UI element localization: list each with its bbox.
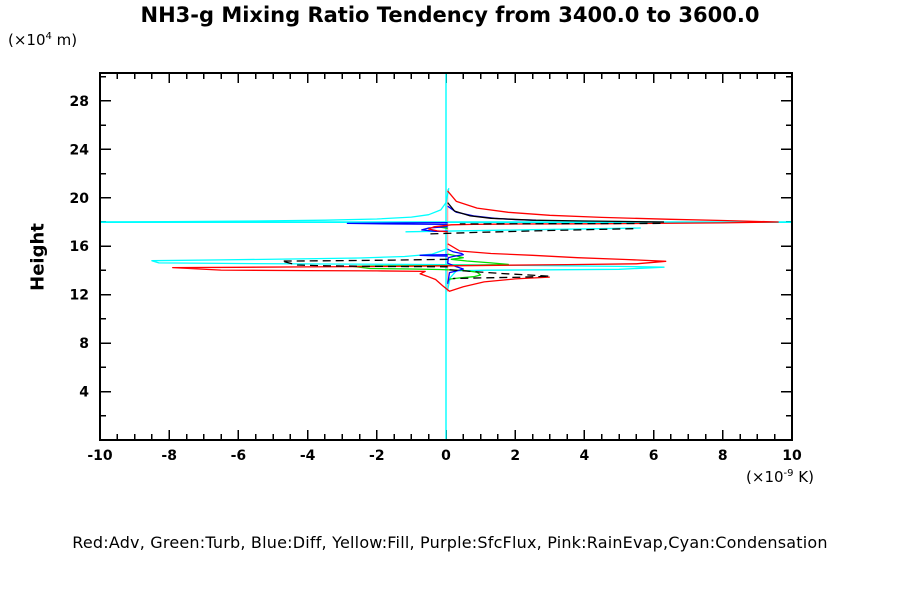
y-tick-label: 8 — [79, 336, 89, 352]
x-tick-label: -2 — [369, 448, 385, 464]
y-axis-unit-exponent: 4 — [45, 31, 52, 42]
y-axis-unit-suffix: m) — [51, 31, 78, 49]
y-tick-label: 4 — [79, 385, 89, 401]
x-axis-unit-exponent: -9 — [783, 468, 794, 479]
y-tick-label: 24 — [70, 142, 90, 158]
x-tick-label: -6 — [231, 448, 247, 464]
series-adv-lower — [172, 243, 667, 292]
x-axis-unit-suffix: K) — [793, 468, 814, 486]
y-axis-unit-prefix: (×10 — [8, 31, 46, 49]
x-tick-label: 0 — [441, 448, 451, 464]
x-tick-label: -4 — [300, 448, 316, 464]
x-tick-label: 10 — [782, 448, 802, 464]
series-diff-lower-left-spike — [419, 254, 448, 257]
x-tick-label: 4 — [580, 448, 590, 464]
plot-frame — [99, 72, 793, 441]
series-diff-lower — [447, 248, 464, 284]
series-net-total-lower-left — [280, 258, 448, 268]
y-tick-label: 20 — [70, 191, 90, 207]
y-axis-unit: (×104 m) — [8, 31, 77, 49]
y-tick-label: 16 — [70, 239, 89, 255]
series-net-total-mid — [430, 227, 637, 235]
y-tick-label: 12 — [70, 288, 89, 304]
x-tick-label: 2 — [510, 448, 520, 464]
x-tick-label: -8 — [161, 448, 177, 464]
x-tick-label: -10 — [87, 448, 113, 464]
x-tick-label: 6 — [649, 448, 659, 464]
chart-title: NH3-g Mixing Ratio Tendency from 3400.0 … — [140, 3, 760, 27]
x-axis-unit-prefix: (×10 — [746, 468, 784, 486]
x-tick-label: 8 — [718, 448, 728, 464]
series-diff-upper-left-spike — [346, 221, 448, 226]
series-adv-upper — [428, 190, 779, 233]
series-condensation-lower — [151, 247, 665, 290]
x-axis-unit: (×10-9 K) — [746, 468, 814, 486]
series-net-total-lower-right — [449, 269, 551, 280]
y-tick-label: 28 — [70, 94, 89, 110]
series-net-total-upper — [447, 202, 665, 223]
series-condensation-upper-funnel — [99, 187, 450, 223]
legend: Red:Adv, Green:Turb, Blue:Diff, Yellow:F… — [72, 533, 828, 552]
series-net-total-upper-return — [459, 222, 661, 225]
